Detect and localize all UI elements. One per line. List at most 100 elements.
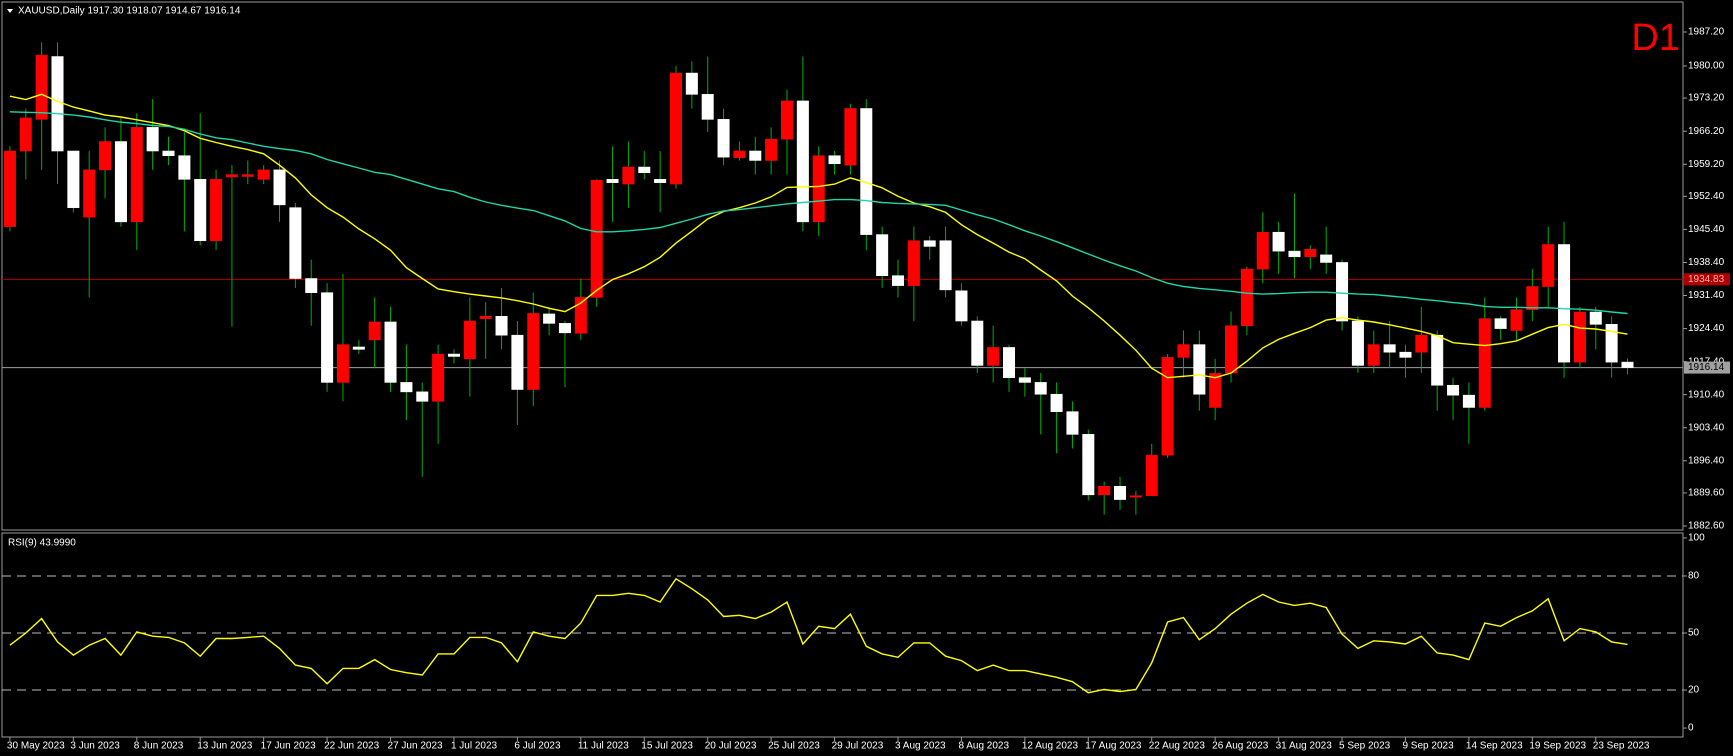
y-tick-label: 1910.40 bbox=[1688, 389, 1725, 400]
candle-body bbox=[416, 391, 429, 402]
candle-body bbox=[194, 179, 207, 242]
candle-body bbox=[336, 344, 349, 383]
candle-body bbox=[765, 138, 778, 161]
candle-body bbox=[1415, 334, 1428, 353]
rsi-title: RSI(9) 43.9990 bbox=[8, 538, 76, 549]
candle-body bbox=[1003, 347, 1016, 378]
candle-body bbox=[749, 150, 762, 161]
y-tick-label: 1889.60 bbox=[1688, 488, 1725, 499]
x-tick-label: 11 Jul 2023 bbox=[578, 741, 629, 752]
candle-body bbox=[543, 313, 556, 324]
candle-body bbox=[669, 72, 682, 185]
candle-body bbox=[305, 278, 318, 293]
candle-body bbox=[1447, 384, 1460, 396]
x-tick-label: 3 Jun 2023 bbox=[70, 741, 120, 752]
x-tick-label: 29 Jul 2023 bbox=[832, 741, 884, 752]
candle-body bbox=[1494, 318, 1507, 329]
candle-body bbox=[1240, 268, 1253, 327]
candle-body bbox=[1066, 411, 1079, 435]
candle-body bbox=[701, 94, 714, 120]
y-tick-label: 1966.20 bbox=[1688, 126, 1725, 137]
candle-body bbox=[99, 141, 112, 171]
x-tick-label: 17 Jun 2023 bbox=[261, 741, 316, 752]
x-tick-label: 14 Sep 2023 bbox=[1466, 741, 1523, 752]
candle-body bbox=[828, 155, 841, 165]
price-line-label: 1934.83 bbox=[1688, 274, 1725, 285]
candle-body bbox=[1098, 486, 1111, 496]
menu-arrow[interactable] bbox=[7, 9, 13, 13]
candle-body bbox=[35, 54, 48, 120]
price-line-tag bbox=[1684, 361, 1730, 374]
candle-body bbox=[1558, 244, 1571, 363]
candle-body bbox=[812, 155, 825, 223]
candle-body bbox=[1605, 324, 1618, 363]
x-tick-label: 17 Aug 2023 bbox=[1085, 741, 1142, 752]
candle-body bbox=[210, 179, 223, 242]
y-tick-label: 1896.40 bbox=[1688, 455, 1725, 466]
y-tick-label: 1952.40 bbox=[1688, 191, 1725, 202]
rsi-panel bbox=[1, 532, 1684, 738]
candle-body bbox=[130, 127, 143, 223]
candle-body bbox=[891, 275, 905, 286]
candle-body bbox=[1526, 286, 1539, 310]
candle-body bbox=[1431, 334, 1444, 386]
candle-body bbox=[1336, 262, 1349, 322]
y-tick-label: 1973.20 bbox=[1688, 93, 1725, 104]
x-tick-label: 31 Aug 2023 bbox=[1276, 741, 1333, 752]
candle-body bbox=[574, 297, 587, 334]
y-tick-label: 1924.40 bbox=[1688, 323, 1725, 334]
candle-body bbox=[1225, 325, 1238, 374]
moving-average bbox=[9, 93, 1628, 379]
candle-body bbox=[987, 347, 1000, 366]
candle-body bbox=[67, 150, 80, 208]
candle-body bbox=[654, 179, 667, 183]
candle-body bbox=[955, 290, 968, 322]
x-tick-label: 6 Jul 2023 bbox=[514, 741, 561, 752]
y-tick-label: 0 bbox=[1688, 723, 1694, 734]
x-tick-label: 9 Sep 2023 bbox=[1402, 741, 1454, 752]
candle-body bbox=[463, 320, 476, 360]
candle-body bbox=[1018, 377, 1031, 383]
candle-body bbox=[1050, 393, 1063, 412]
candle-body bbox=[1129, 495, 1142, 498]
candle-body bbox=[178, 155, 191, 180]
y-tick-label: 1980.00 bbox=[1688, 61, 1725, 72]
candle-body bbox=[225, 174, 238, 178]
candle-body bbox=[241, 174, 254, 177]
candle-body bbox=[400, 382, 413, 393]
x-tick-label: 22 Jun 2023 bbox=[324, 741, 379, 752]
candle-body bbox=[780, 100, 794, 140]
x-tick-label: 13 Jun 2023 bbox=[197, 741, 252, 752]
candle-body bbox=[1542, 244, 1555, 287]
candle-body bbox=[1114, 486, 1127, 500]
candle-body bbox=[1304, 248, 1317, 258]
candle-body bbox=[1383, 344, 1396, 353]
x-tick-label: 19 Sep 2023 bbox=[1529, 741, 1586, 752]
candle-body bbox=[1367, 344, 1380, 366]
candle-body bbox=[495, 315, 508, 336]
candle-body bbox=[1209, 373, 1222, 408]
x-tick-label: 20 Jul 2023 bbox=[705, 741, 757, 752]
y-tick-label: 1931.40 bbox=[1688, 290, 1725, 301]
candle-body bbox=[907, 240, 920, 286]
candle-body bbox=[876, 234, 889, 276]
y-tick-label: 1945.40 bbox=[1688, 224, 1725, 235]
candle-body bbox=[162, 150, 175, 157]
x-tick-label: 23 Sep 2023 bbox=[1593, 741, 1650, 752]
candle-body bbox=[289, 207, 302, 279]
candle-body bbox=[971, 320, 984, 366]
x-tick-label: 8 Jun 2023 bbox=[134, 741, 184, 752]
candle-body bbox=[1256, 231, 1269, 270]
x-tick-label: 5 Sep 2023 bbox=[1339, 741, 1391, 752]
candle-body bbox=[257, 169, 270, 180]
candle-body bbox=[733, 150, 746, 158]
x-tick-label: 15 Jul 2023 bbox=[641, 741, 693, 752]
candle-body bbox=[146, 127, 159, 152]
candle-body bbox=[384, 321, 397, 383]
candle-body bbox=[83, 169, 96, 218]
candle-body bbox=[1589, 311, 1602, 325]
candle-body bbox=[558, 323, 571, 334]
candle-body bbox=[638, 166, 651, 174]
x-tick-label: 22 Aug 2023 bbox=[1149, 741, 1206, 752]
